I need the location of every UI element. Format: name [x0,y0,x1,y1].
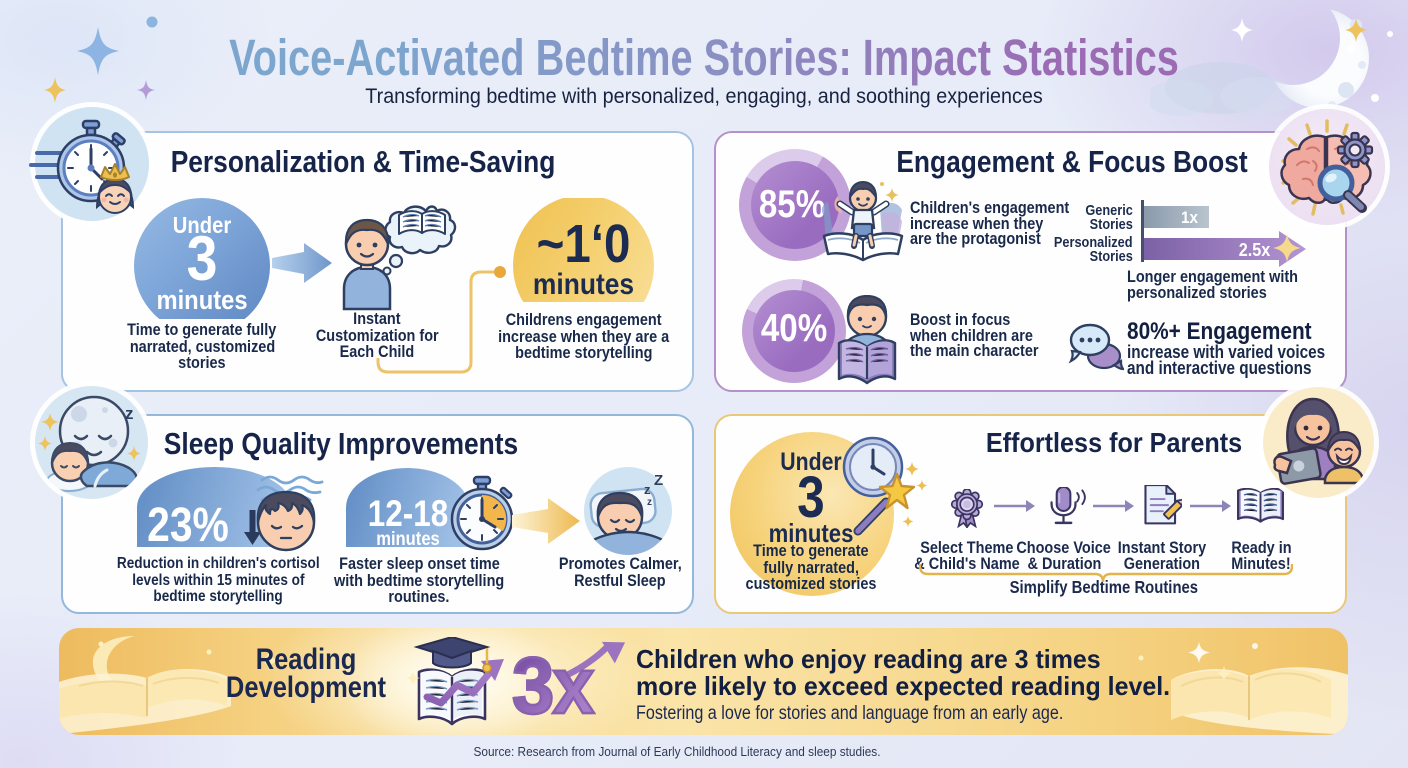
svg-text:z: z [644,482,651,497]
svg-text:z: z [125,404,134,423]
svg-text:z: z [647,497,652,508]
svg-text:Z: Z [654,472,663,489]
